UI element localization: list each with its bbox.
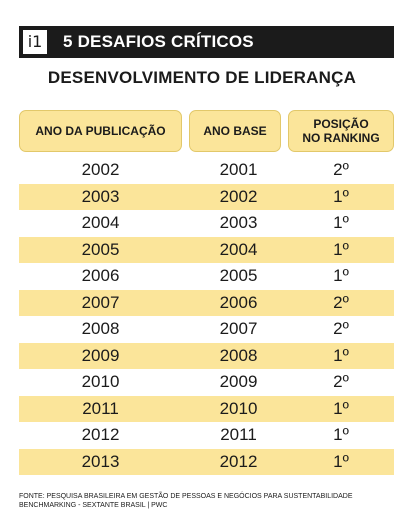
- cell-ano-base: 2006: [219, 292, 258, 312]
- cell-posicao: 1º: [333, 345, 349, 365]
- cell-posicao: 1º: [333, 451, 349, 471]
- cell-ano-base: 2011: [220, 425, 257, 445]
- table-row: 2008 2007 2º: [19, 316, 394, 343]
- header-bar: i1 5 DESAFIOS CRÍTICOS: [19, 26, 394, 58]
- header-title: 5 DESAFIOS CRÍTICOS: [63, 32, 254, 51]
- table-row: 2004 2003 1º: [19, 210, 394, 237]
- cell-posicao: 2º: [333, 372, 349, 392]
- table-row: 2007 2006 2º: [19, 289, 394, 316]
- table-row: 2009 2008 1º: [19, 342, 394, 369]
- table-body: 2002 2001 2º 2003 2002 1º 2004 2003 1º 2…: [19, 157, 394, 475]
- cell-ano-publicacao: 2009: [81, 345, 120, 365]
- cell-posicao: 1º: [333, 213, 349, 233]
- cell-ano-publicacao: 2006: [81, 266, 120, 286]
- cell-posicao: 2º: [333, 319, 349, 339]
- table-row: 2013 2012 1º: [19, 448, 394, 475]
- column-header-posicao-ranking: POSIÇÃO NO RANKING: [288, 110, 394, 152]
- cell-ano-base: 2009: [219, 372, 258, 392]
- cell-ano-base: 2010: [219, 398, 258, 418]
- cell-ano-publicacao: 2010: [81, 372, 120, 392]
- cell-ano-publicacao: 2005: [81, 239, 120, 259]
- cell-ano-base: 2008: [219, 345, 258, 365]
- cell-posicao: 1º: [333, 186, 349, 206]
- table-row: 2005 2004 1º: [19, 236, 394, 263]
- cell-posicao: 2º: [333, 292, 349, 312]
- cell-ano-base: 2005: [219, 266, 258, 286]
- cell-posicao: 1º: [333, 266, 349, 286]
- cell-ano-base: 2003: [219, 213, 258, 233]
- cell-posicao: 1º: [333, 239, 349, 259]
- table-row: 2010 2009 2º: [19, 369, 394, 396]
- table-row: 2003 2002 1º: [19, 183, 394, 210]
- cell-ano-publicacao: 2012: [81, 425, 120, 445]
- cell-ano-base: 2001: [219, 160, 258, 180]
- cell-ano-publicacao: 2011: [82, 398, 119, 418]
- cell-ano-base: 2004: [219, 239, 258, 259]
- cell-posicao: 1º: [333, 398, 349, 418]
- cell-ano-publicacao: 2008: [81, 319, 120, 339]
- source-footnote: FONTE: PESQUISA BRASILEIRA EM GESTÃO DE …: [19, 493, 353, 509]
- cell-ano-publicacao: 2003: [81, 186, 120, 206]
- table-row: 2011 2010 1º: [19, 395, 394, 422]
- cell-ano-publicacao: 2013: [81, 451, 120, 471]
- cell-ano-publicacao: 2004: [81, 213, 120, 233]
- table-row: 2006 2005 1º: [19, 263, 394, 290]
- table-subtitle: DESENVOLVIMENTO DE LIDERANÇA: [47, 68, 357, 87]
- table-row: 2012 2011 1º: [19, 422, 394, 449]
- cell-ano-publicacao: 2007: [81, 292, 120, 312]
- cell-ano-base: 2012: [219, 451, 258, 471]
- cell-posicao: 1º: [333, 425, 349, 445]
- info-badge: i1: [22, 29, 48, 55]
- cell-posicao: 2º: [333, 160, 349, 180]
- column-header-ano-base: ANO BASE: [189, 110, 281, 152]
- cell-ano-base: 2007: [219, 319, 258, 339]
- table-row: 2002 2001 2º: [19, 157, 394, 184]
- column-header-ano-publicacao: ANO DA PUBLICAÇÃO: [19, 110, 182, 152]
- cell-ano-publicacao: 2002: [81, 160, 120, 180]
- cell-ano-base: 2002: [219, 186, 258, 206]
